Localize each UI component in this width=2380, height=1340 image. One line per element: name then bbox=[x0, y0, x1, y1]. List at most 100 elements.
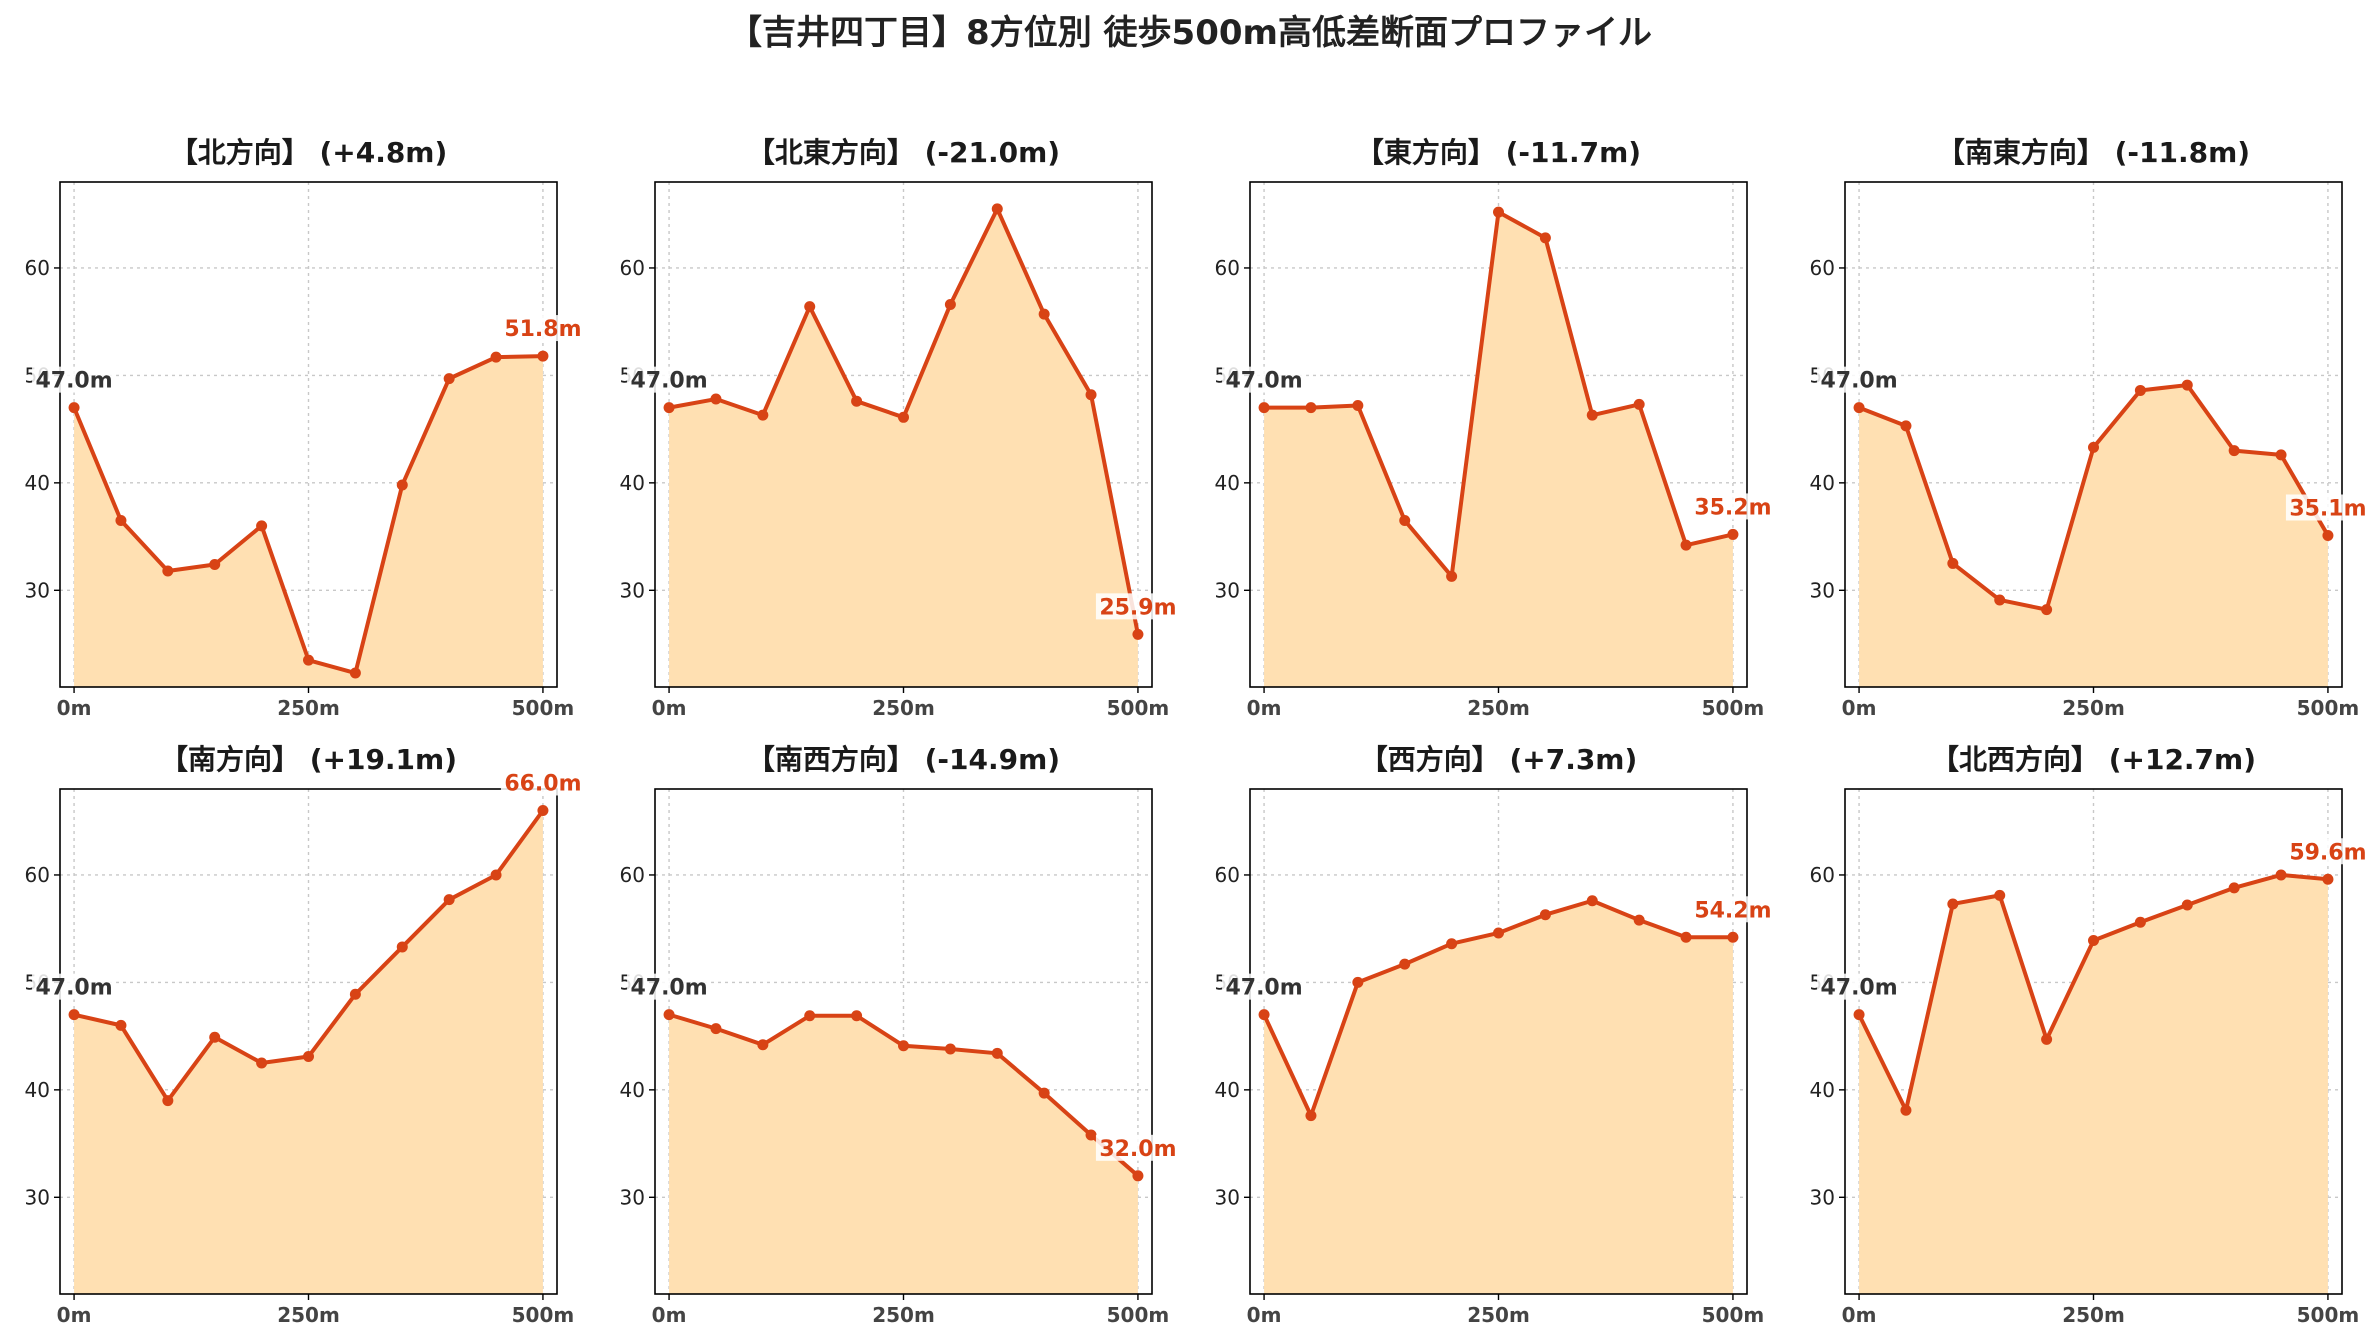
data-point bbox=[804, 1010, 816, 1022]
x-tick-label: 500m bbox=[512, 696, 575, 720]
data-point bbox=[396, 941, 408, 953]
y-tick-label: 60 bbox=[25, 863, 50, 887]
data-point bbox=[2275, 869, 2287, 881]
data-point bbox=[2181, 379, 2193, 391]
y-tick-label: 30 bbox=[620, 1185, 645, 1209]
elevation-area bbox=[669, 1014, 1138, 1294]
data-point bbox=[115, 514, 127, 526]
y-tick-label: 40 bbox=[1215, 471, 1240, 495]
y-tick-label: 60 bbox=[1810, 256, 1835, 280]
data-point bbox=[663, 1009, 675, 1021]
data-point bbox=[209, 559, 221, 571]
data-point bbox=[2041, 604, 2053, 616]
elevation-area bbox=[74, 810, 543, 1294]
end-label-bg bbox=[1690, 493, 1775, 520]
data-point bbox=[1900, 420, 1912, 432]
x-tick-label: 0m bbox=[652, 1303, 687, 1327]
start-label-bg bbox=[627, 366, 712, 393]
data-point bbox=[851, 1010, 863, 1022]
y-tick-label: 40 bbox=[620, 471, 645, 495]
data-point bbox=[1352, 399, 1364, 411]
end-label-bg bbox=[1095, 1134, 1180, 1161]
x-tick-label: 500m bbox=[1107, 696, 1170, 720]
y-tick-label: 30 bbox=[1810, 578, 1835, 602]
y-tick-label: 30 bbox=[620, 578, 645, 602]
y-tick-label: 60 bbox=[1215, 863, 1240, 887]
data-point bbox=[1853, 402, 1865, 414]
end-elevation-label: 35.1m bbox=[2289, 497, 2366, 522]
x-tick-label: 0m bbox=[1842, 1303, 1877, 1327]
end-label-bg bbox=[1690, 896, 1775, 923]
end-label-bg bbox=[500, 315, 585, 342]
y-tick-label: 40 bbox=[25, 471, 50, 495]
data-point bbox=[1680, 931, 1692, 943]
data-point bbox=[804, 301, 816, 313]
data-point bbox=[115, 1019, 127, 1031]
chart-panel-6: 【南西方向】 (-14.9m)304050600m250m500m47.0m32… bbox=[620, 743, 1180, 1327]
elevation-area bbox=[74, 356, 543, 687]
data-point bbox=[851, 395, 863, 407]
data-point bbox=[944, 298, 956, 310]
data-point bbox=[1727, 931, 1739, 943]
data-point bbox=[1586, 409, 1598, 421]
y-tick-label: 40 bbox=[1215, 1078, 1240, 1102]
end-elevation-label: 59.6m bbox=[2289, 840, 2366, 865]
data-point bbox=[1994, 889, 2006, 901]
data-point bbox=[1539, 232, 1551, 244]
start-label-bg bbox=[1817, 973, 1902, 1000]
x-tick-label: 0m bbox=[57, 1303, 92, 1327]
data-point bbox=[1900, 1104, 1912, 1116]
start-label-bg bbox=[1817, 366, 1902, 393]
data-point bbox=[898, 411, 909, 423]
panel-title: 【西方向】 (+7.3m) bbox=[1360, 743, 1638, 776]
panel-title: 【南西方向】 (-14.9m) bbox=[747, 743, 1060, 776]
end-label-bg bbox=[2285, 494, 2370, 521]
y-tick-label: 60 bbox=[620, 863, 645, 887]
data-point bbox=[1132, 1170, 1144, 1182]
chart-panel-4: 【南東方向】 (-11.8m)304050600m250m500m47.0m35… bbox=[1810, 136, 2370, 720]
panel-title: 【南東方向】 (-11.8m) bbox=[1937, 136, 2250, 169]
chart-panel-7: 【西方向】 (+7.3m)304050600m250m500m47.0m54.2… bbox=[1215, 743, 1775, 1327]
data-point bbox=[443, 373, 455, 385]
data-point bbox=[2088, 441, 2099, 453]
data-point bbox=[1586, 895, 1598, 907]
panel-title: 【北東方向】 (-21.0m) bbox=[747, 136, 1060, 169]
data-point bbox=[490, 869, 502, 881]
y-tick-label: 30 bbox=[25, 578, 50, 602]
data-point bbox=[68, 1009, 80, 1021]
x-tick-label: 0m bbox=[1842, 696, 1877, 720]
panels: 【北方向】 (+4.8m)304050600m250m500m47.0m51.8… bbox=[25, 136, 2370, 1327]
y-tick-label: 60 bbox=[25, 256, 50, 280]
end-elevation-label: 32.0m bbox=[1099, 1137, 1176, 1162]
data-point bbox=[1853, 1009, 1865, 1021]
data-point bbox=[490, 351, 502, 363]
y-tick-label: 40 bbox=[620, 1078, 645, 1102]
x-tick-label: 500m bbox=[1702, 696, 1765, 720]
data-point bbox=[1305, 1110, 1317, 1122]
data-point bbox=[1947, 898, 1959, 910]
data-point bbox=[537, 350, 549, 362]
x-tick-label: 250m bbox=[2062, 696, 2125, 720]
panel-title: 【北西方向】 (+12.7m) bbox=[1931, 743, 2256, 776]
x-tick-label: 250m bbox=[277, 696, 340, 720]
data-point bbox=[2275, 449, 2287, 461]
data-point bbox=[2228, 445, 2240, 457]
data-point bbox=[944, 1043, 956, 1055]
x-tick-label: 500m bbox=[1107, 1303, 1170, 1327]
data-point bbox=[1085, 1129, 1097, 1141]
chart-panel-8: 【北西方向】 (+12.7m)304050600m250m500m47.0m59… bbox=[1810, 743, 2370, 1327]
start-elevation-label: 47.0m bbox=[630, 976, 707, 1001]
start-elevation-label: 47.0m bbox=[35, 369, 112, 394]
data-point bbox=[537, 804, 549, 816]
data-point bbox=[757, 1039, 769, 1051]
start-elevation-label: 47.0m bbox=[35, 976, 112, 1001]
start-elevation-label: 47.0m bbox=[1225, 976, 1302, 1001]
data-point bbox=[256, 520, 268, 532]
x-tick-label: 250m bbox=[872, 696, 935, 720]
elevation-area bbox=[1264, 900, 1733, 1294]
data-point bbox=[991, 1047, 1003, 1059]
data-point bbox=[209, 1031, 221, 1043]
data-point bbox=[991, 203, 1003, 215]
data-point bbox=[1680, 539, 1692, 551]
x-tick-label: 250m bbox=[872, 1303, 935, 1327]
